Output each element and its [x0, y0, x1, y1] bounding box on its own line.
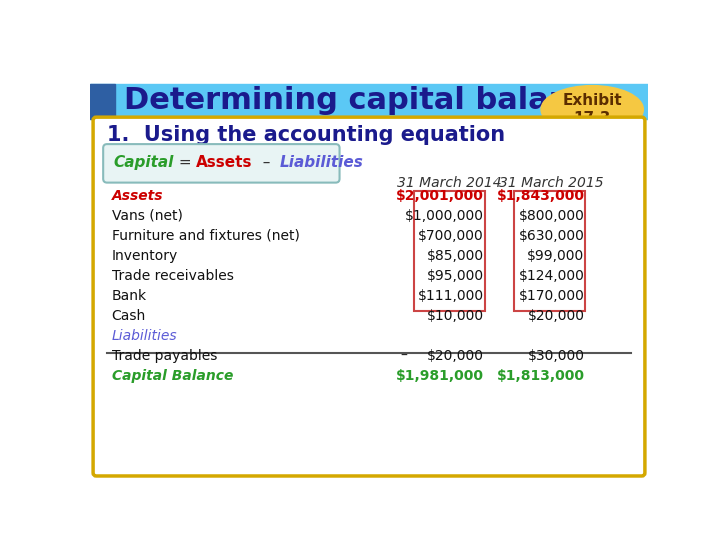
Text: Trade payables: Trade payables	[112, 349, 217, 363]
Ellipse shape	[541, 85, 644, 133]
Text: Furniture and fixtures (net): Furniture and fixtures (net)	[112, 229, 300, 243]
Text: $1,000,000: $1,000,000	[405, 209, 484, 223]
Text: Liabilities: Liabilities	[112, 329, 177, 343]
Text: 1.  Using the accounting equation: 1. Using the accounting equation	[107, 125, 505, 145]
Text: 31 March 2015: 31 March 2015	[499, 176, 603, 190]
Text: Liabilities: Liabilities	[280, 155, 364, 170]
Text: $1,981,000: $1,981,000	[396, 369, 484, 383]
Text: –: –	[253, 155, 280, 170]
Text: $10,000: $10,000	[426, 309, 484, 323]
Text: Assets: Assets	[112, 189, 163, 203]
FancyBboxPatch shape	[103, 144, 340, 183]
Text: $2,001,000: $2,001,000	[396, 189, 484, 203]
Text: Determining capital balances: Determining capital balances	[124, 85, 627, 114]
Text: $111,000: $111,000	[418, 289, 484, 303]
Bar	[90, 84, 114, 119]
Bar	[414, 191, 485, 311]
Text: $30,000: $30,000	[528, 349, 585, 363]
Text: Exhibit
17.3: Exhibit 17.3	[562, 93, 622, 126]
Text: $124,000: $124,000	[518, 269, 585, 283]
Text: 31 March 2014: 31 March 2014	[397, 176, 501, 190]
Text: Assets: Assets	[196, 155, 253, 170]
Text: $20,000: $20,000	[528, 309, 585, 323]
Text: $20,000: $20,000	[427, 349, 484, 363]
Text: Trade receivables: Trade receivables	[112, 269, 233, 283]
Text: Inventory: Inventory	[112, 249, 178, 263]
Text: $85,000: $85,000	[426, 249, 484, 263]
Bar	[514, 191, 585, 311]
FancyBboxPatch shape	[93, 117, 645, 476]
Text: $700,000: $700,000	[418, 229, 484, 243]
Text: =: =	[174, 155, 196, 170]
Text: Capital Balance: Capital Balance	[112, 369, 233, 383]
Text: Vans (net): Vans (net)	[112, 209, 183, 223]
Text: Capital: Capital	[113, 155, 174, 170]
Bar	[90, 84, 648, 119]
Text: Cash: Cash	[112, 309, 146, 323]
Text: $1,813,000: $1,813,000	[497, 369, 585, 383]
Text: $630,000: $630,000	[518, 229, 585, 243]
Text: $1,843,000: $1,843,000	[497, 189, 585, 203]
Text: $800,000: $800,000	[518, 209, 585, 223]
Text: $170,000: $170,000	[518, 289, 585, 303]
Text: $95,000: $95,000	[426, 269, 484, 283]
Text: –: –	[400, 349, 408, 363]
Text: Bank: Bank	[112, 289, 147, 303]
Text: $99,000: $99,000	[527, 249, 585, 263]
